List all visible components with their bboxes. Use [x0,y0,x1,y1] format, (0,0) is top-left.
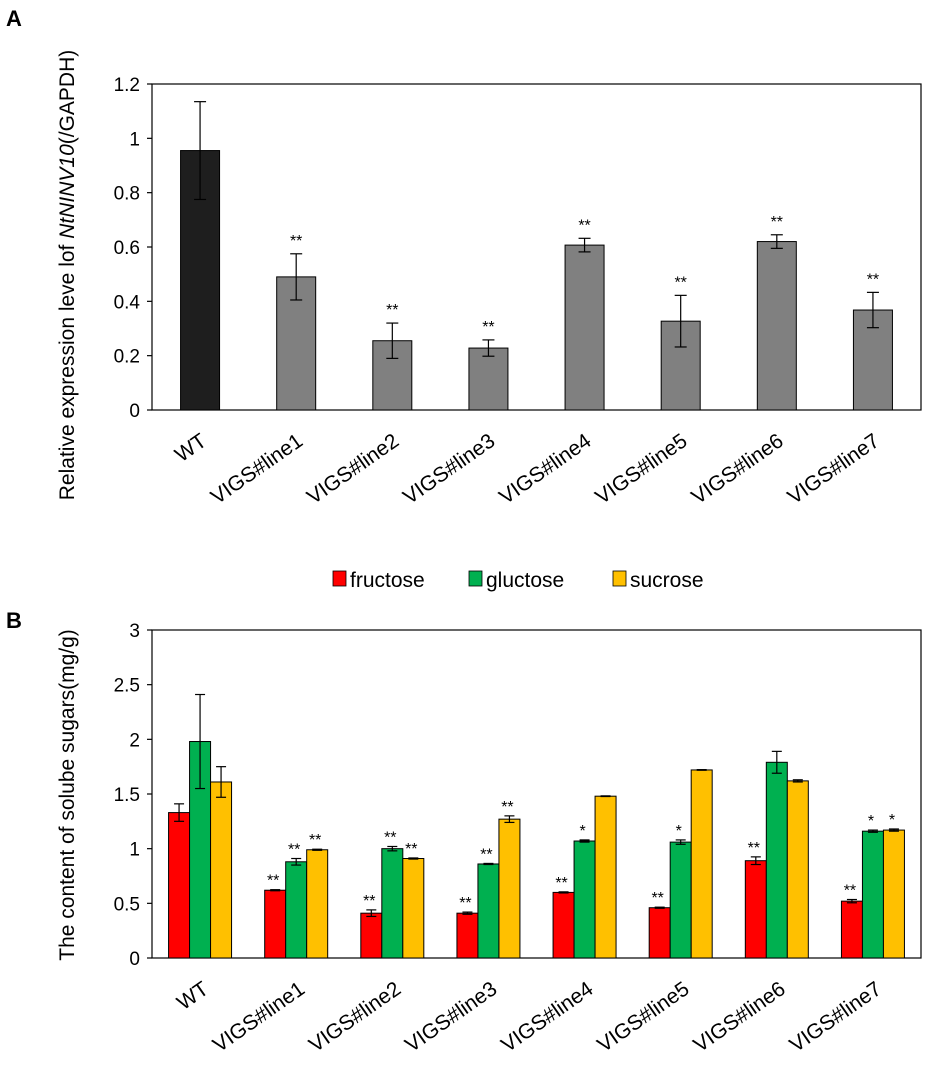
legend-swatch-gluctose [468,570,483,587]
y-axis-label-part: (/GAPDH) [56,50,79,145]
x-category-label: VIGS#line7 [784,429,884,509]
legend-label-fructose: fructose [350,569,425,592]
bar-fructose [360,912,383,959]
y-tick-label: 0.6 [114,238,140,259]
bar-sucrose [402,858,425,959]
bar-sucrose [786,780,809,959]
significance-mark: ** [844,883,856,900]
bar-sucrose [210,781,233,959]
x-category-label: WT [171,429,211,467]
bar-fructose [840,900,863,959]
bar-sucrose [306,849,329,959]
y-tick-label: 1.5 [114,785,140,806]
y-tick-label: 0 [129,401,140,422]
bar-fructose [552,891,575,959]
bar-gluctose [477,863,500,959]
significance-mark: * [889,812,895,829]
bar-VIGS#line3 [468,347,509,411]
panel-a-label: A [6,6,22,31]
legend-swatch-sucrose [612,570,627,587]
x-category-label: VIGS#line4 [497,977,597,1057]
bar-sucrose [498,818,521,959]
significance-mark: ** [578,217,590,234]
significance-mark: ** [867,271,879,288]
y-tick-label: 0.2 [114,347,140,368]
y-tick-label: 1 [129,129,140,150]
significance-mark: * [676,823,682,840]
significance-mark: ** [674,274,686,291]
bar-fructose [456,912,479,959]
panel-b-chart: 00.511.522.53WTVIGS#line1VIGS#line2VIGS#… [56,569,922,1057]
panel-b-label: B [6,608,22,633]
significance-mark: ** [363,893,375,910]
significance-mark: ** [748,840,760,857]
y-axis-label-part: NtNINV10 [56,144,79,239]
bar-VIGS#line6 [756,241,797,411]
x-category-label: VIGS#line1 [209,977,309,1057]
x-category-label: WT [173,977,213,1015]
y-tick-label: 2.5 [114,676,140,697]
x-category-label: VIGS#line5 [593,977,693,1057]
bar-sucrose [690,769,713,959]
significance-mark: ** [482,319,494,336]
legend-swatch-fructose [332,570,347,587]
x-category-label: VIGS#line1 [207,429,307,509]
bar-VIGS#line4 [564,244,605,411]
bar-sucrose [594,795,617,959]
x-category-label: VIGS#line5 [591,429,691,509]
significance-mark: ** [405,841,417,858]
significance-mark: ** [651,890,663,907]
y-tick-label: 0 [129,949,140,970]
bar-gluctose [861,830,884,959]
y-tick-label: 1 [129,840,140,861]
x-category-label: VIGS#line2 [305,977,405,1057]
x-category-label: VIGS#line6 [687,429,787,509]
significance-mark: ** [501,799,513,816]
bar-gluctose [381,848,404,959]
bar-gluctose [573,840,596,959]
y-tick-label: 1.2 [114,75,140,96]
legend-label-gluctose: gluctose [486,569,564,592]
y-tick-label: 3 [129,621,140,642]
plot-frame [151,83,922,411]
legend: fructose gluctose sucrose [332,569,704,592]
bar-fructose [168,812,191,959]
significance-mark: ** [480,846,492,863]
y-tick-label: 2 [129,730,140,751]
significance-mark: ** [384,829,396,846]
bar-sucrose [882,829,905,959]
bar-gluctose [669,841,692,959]
y-tick-label: 0.5 [114,894,140,915]
significance-mark: ** [555,875,567,892]
significance-mark: * [868,813,874,830]
significance-mark: ** [290,233,302,250]
x-category-label: VIGS#line2 [303,429,403,509]
panel-a-chart: 00.20.40.60.811.2WTVIGS#line1VIGS#line2V… [56,50,922,509]
x-category-label: VIGS#line3 [401,977,501,1057]
significance-mark: ** [771,214,783,231]
y-axis-label-part: Relative expression leve lof [56,239,79,500]
bar-gluctose [765,761,788,959]
y-axis-label: The content of solube sugars(mg/g) [56,629,79,961]
x-category-label: VIGS#line6 [689,977,789,1057]
x-category-label: VIGS#line4 [495,429,595,509]
significance-mark: ** [309,832,321,849]
bar-fructose [744,860,767,959]
y-axis-label: Relative expression leve lof NtNINV10(/G… [56,50,79,501]
y-tick-label: 0.4 [114,292,141,313]
y-tick-label: 0.8 [114,184,140,205]
x-category-label: VIGS#line7 [786,977,886,1057]
bar-gluctose [285,861,308,959]
bar-fructose [648,907,671,959]
bar-fructose [264,889,287,959]
significance-mark: * [579,823,585,840]
significance-mark: ** [267,873,279,890]
significance-mark: ** [288,842,300,859]
significance-mark: ** [386,302,398,319]
legend-label-sucrose: sucrose [630,569,704,592]
x-category-label: VIGS#line3 [399,429,499,509]
significance-mark: ** [459,895,471,912]
